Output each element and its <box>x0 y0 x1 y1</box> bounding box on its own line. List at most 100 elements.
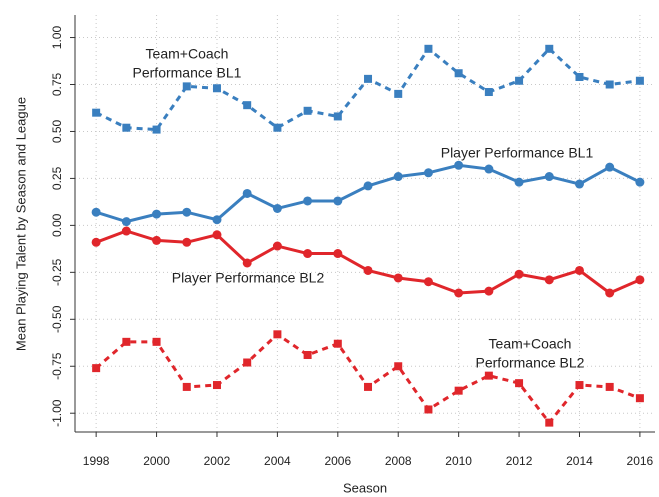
point <box>484 164 494 174</box>
point <box>515 379 524 388</box>
series-label: Player Performance BL1 <box>441 145 594 161</box>
series-label: Team+Coach <box>489 336 572 352</box>
point <box>92 108 101 117</box>
y-tick-label: -0.25 <box>50 258 64 286</box>
point <box>303 249 313 259</box>
point <box>363 181 373 191</box>
point <box>182 82 191 91</box>
point <box>635 177 645 187</box>
point <box>424 405 433 414</box>
point <box>393 172 403 182</box>
point <box>393 273 403 283</box>
point <box>574 179 584 189</box>
point <box>333 339 342 348</box>
y-tick-label: -0.50 <box>50 305 64 333</box>
x-tick-label: 2016 <box>627 454 654 468</box>
point <box>423 168 433 178</box>
y-tick-label: 0.75 <box>50 72 64 96</box>
y-tick-label: -1.00 <box>50 399 64 427</box>
y-tick-label: -0.75 <box>50 352 64 380</box>
point <box>544 275 554 285</box>
point <box>121 217 131 227</box>
series-label: Team+Coach <box>146 46 229 62</box>
point <box>635 76 644 85</box>
point <box>91 207 101 217</box>
point <box>394 89 403 98</box>
point <box>182 237 192 247</box>
point <box>303 350 312 359</box>
point <box>92 364 101 373</box>
point <box>122 337 131 346</box>
point <box>454 69 463 78</box>
point <box>454 160 464 170</box>
point <box>243 101 252 110</box>
point <box>272 241 282 251</box>
point <box>454 386 463 395</box>
x-tick-label: 2002 <box>204 454 231 468</box>
point <box>545 44 554 53</box>
point <box>605 288 615 298</box>
x-tick-label: 1998 <box>83 454 110 468</box>
point <box>152 209 162 219</box>
point <box>484 286 494 296</box>
point <box>575 72 584 81</box>
x-axis-label: Season <box>343 480 387 495</box>
point <box>182 207 192 217</box>
point <box>212 215 222 225</box>
x-tick-label: 2004 <box>264 454 291 468</box>
x-tick-label: 2006 <box>324 454 351 468</box>
point <box>605 382 614 391</box>
point <box>303 196 313 206</box>
point <box>91 237 101 247</box>
point <box>152 125 161 134</box>
point <box>574 265 584 275</box>
point <box>424 44 433 53</box>
point <box>152 235 162 245</box>
series-label: Performance BL1 <box>133 65 242 81</box>
point <box>212 230 222 240</box>
x-tick-label: 2008 <box>385 454 412 468</box>
point <box>635 275 645 285</box>
point <box>364 74 373 83</box>
point <box>514 269 524 279</box>
point <box>545 418 554 427</box>
point <box>484 371 493 380</box>
point <box>303 106 312 115</box>
point <box>544 172 554 182</box>
x-tick-label: 2014 <box>566 454 593 468</box>
point <box>484 88 493 97</box>
point <box>394 362 403 371</box>
point <box>364 382 373 391</box>
y-tick-label: 0.00 <box>50 213 64 237</box>
point <box>515 76 524 85</box>
y-tick-label: 1.00 <box>50 26 64 50</box>
x-tick-label: 2000 <box>143 454 170 468</box>
point <box>363 265 373 275</box>
point <box>333 249 343 259</box>
x-tick-label: 2012 <box>506 454 533 468</box>
series-label: Performance BL2 <box>476 355 585 371</box>
point <box>212 84 221 93</box>
point <box>272 203 282 213</box>
point <box>333 196 343 206</box>
point <box>423 277 433 287</box>
point <box>333 112 342 121</box>
series-label: Player Performance BL2 <box>172 270 325 286</box>
point <box>242 188 252 198</box>
point <box>121 226 131 236</box>
point <box>152 337 161 346</box>
point <box>243 358 252 367</box>
point <box>273 330 282 339</box>
y-axis-label: Mean Playing Talent by Season and League <box>13 97 28 351</box>
point <box>605 80 614 89</box>
point <box>122 123 131 132</box>
point <box>273 123 282 132</box>
point <box>242 258 252 268</box>
y-tick-label: 0.25 <box>50 166 64 190</box>
series-line <box>95 163 641 224</box>
x-tick-label: 2010 <box>445 454 472 468</box>
point <box>635 394 644 403</box>
point <box>514 177 524 187</box>
point <box>182 382 191 391</box>
